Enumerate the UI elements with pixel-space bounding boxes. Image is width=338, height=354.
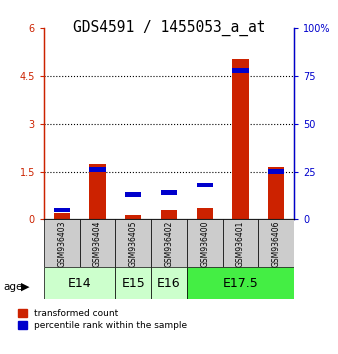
Bar <box>90 167 105 172</box>
Text: GSM936406: GSM936406 <box>272 220 281 267</box>
FancyBboxPatch shape <box>115 219 151 267</box>
FancyBboxPatch shape <box>151 267 187 299</box>
Bar <box>54 213 70 219</box>
Bar <box>197 183 213 188</box>
Text: E14: E14 <box>68 277 92 290</box>
Text: ▶: ▶ <box>21 282 29 292</box>
Text: GSM936400: GSM936400 <box>200 220 209 267</box>
Bar <box>161 210 177 219</box>
Text: GSM936405: GSM936405 <box>129 220 138 267</box>
FancyBboxPatch shape <box>187 219 223 267</box>
Text: GSM936401: GSM936401 <box>236 220 245 267</box>
FancyBboxPatch shape <box>115 267 151 299</box>
Bar <box>197 208 213 219</box>
Text: E17.5: E17.5 <box>223 277 258 290</box>
Bar <box>125 215 141 219</box>
FancyBboxPatch shape <box>258 219 294 267</box>
Text: E16: E16 <box>157 277 181 290</box>
Bar <box>233 68 248 73</box>
Bar <box>268 169 284 174</box>
Bar <box>268 167 284 219</box>
Legend: transformed count, percentile rank within the sample: transformed count, percentile rank withi… <box>18 309 187 330</box>
FancyBboxPatch shape <box>44 267 115 299</box>
Text: GDS4591 / 1455053_a_at: GDS4591 / 1455053_a_at <box>73 19 265 36</box>
Bar <box>54 207 70 212</box>
Text: GSM936404: GSM936404 <box>93 220 102 267</box>
Text: age: age <box>3 282 23 292</box>
FancyBboxPatch shape <box>187 267 294 299</box>
Text: GSM936402: GSM936402 <box>165 220 173 267</box>
Bar <box>90 164 105 219</box>
Bar <box>161 190 177 195</box>
Text: E15: E15 <box>121 277 145 290</box>
FancyBboxPatch shape <box>44 219 80 267</box>
Text: GSM936403: GSM936403 <box>57 220 66 267</box>
FancyBboxPatch shape <box>223 219 258 267</box>
FancyBboxPatch shape <box>151 219 187 267</box>
Bar <box>233 58 248 219</box>
FancyBboxPatch shape <box>80 219 115 267</box>
Bar <box>125 192 141 197</box>
